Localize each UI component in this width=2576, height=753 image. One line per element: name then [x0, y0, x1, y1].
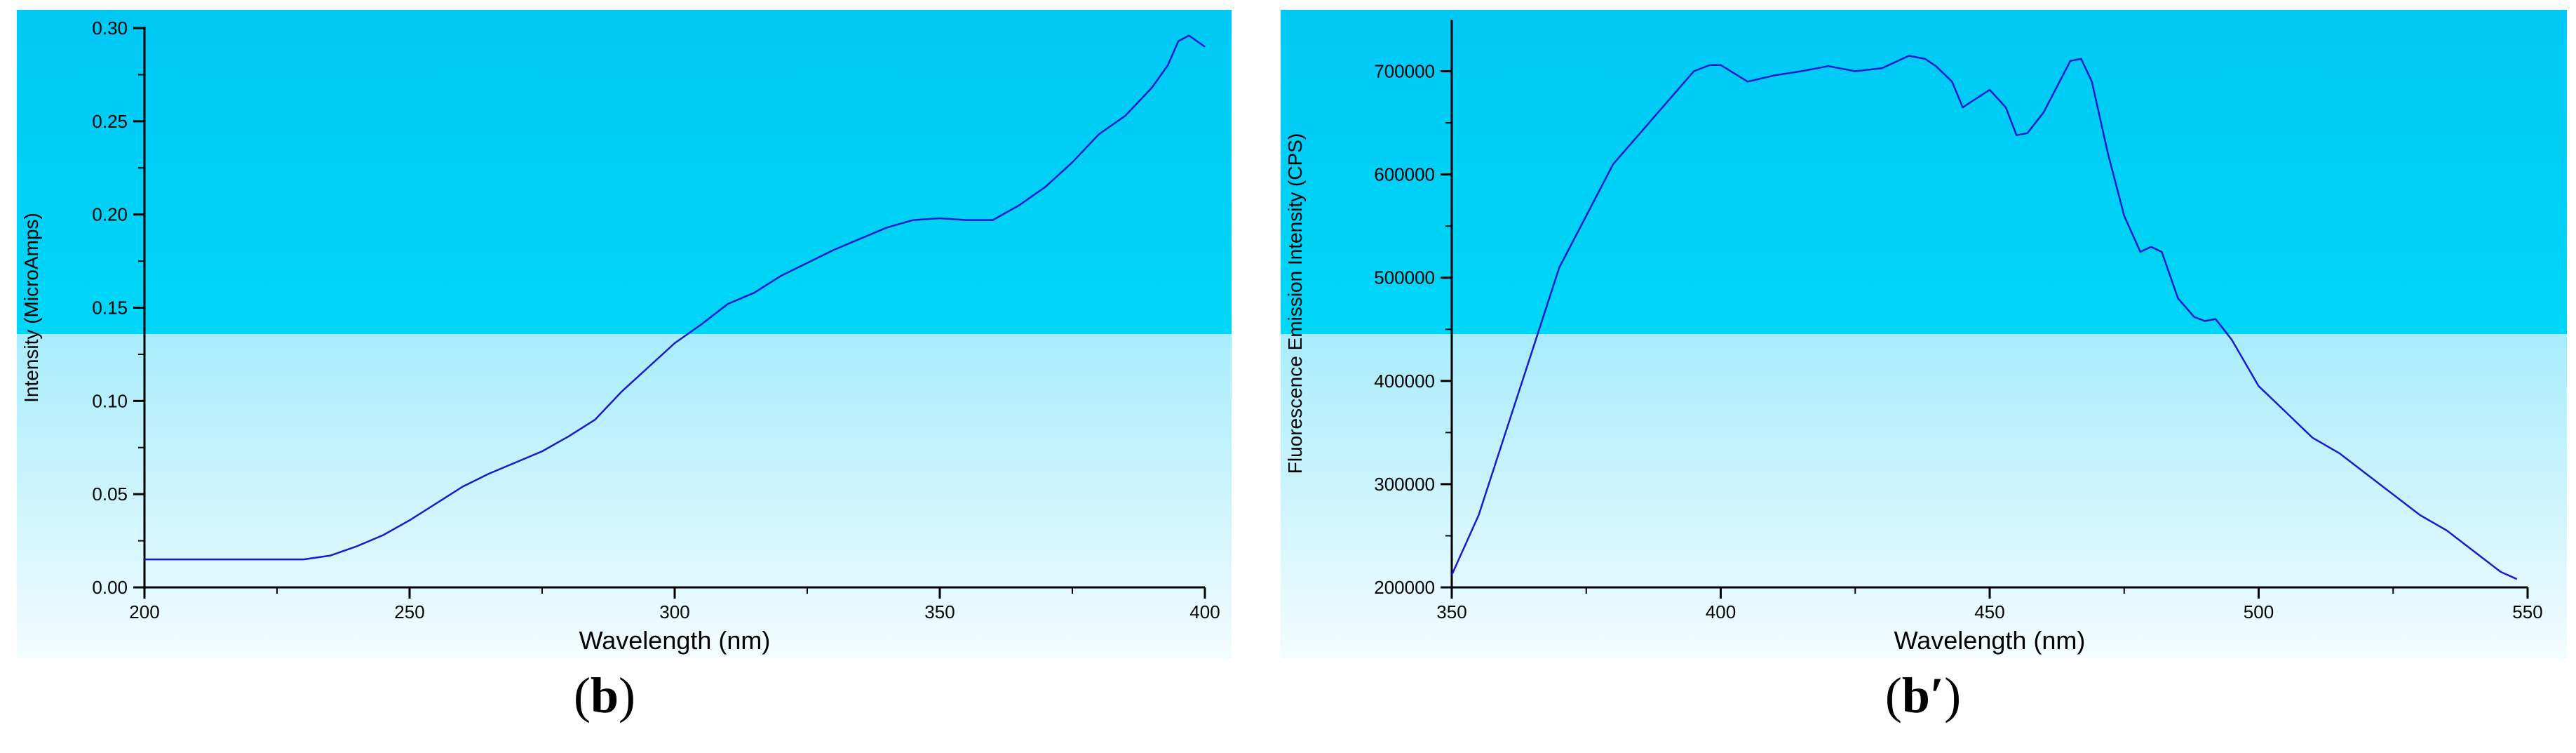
x-tick-label: 250: [394, 601, 424, 622]
chart-panel-b-prime: 350 400 450 500 550 200000 300000 400000 500000 6…: [1281, 10, 2567, 658]
y-tick-label: 700000: [1374, 61, 1435, 82]
x-axis-label: Wavelength (nm): [1894, 626, 2086, 655]
y-tick-label: 0.00: [92, 577, 128, 598]
plot-background: [1281, 10, 2567, 658]
y-axis-label: Intensity (MicroAmps): [20, 213, 42, 403]
y-tick-label: 0.30: [92, 18, 128, 39]
x-tick-label: 400: [1189, 601, 1220, 622]
y-tick-label: 300000: [1374, 474, 1435, 495]
x-tick-label: 500: [2244, 601, 2274, 622]
x-tick-label: 200: [129, 601, 159, 622]
plot-background: [17, 10, 1232, 658]
chart-b-prime: 350 400 450 500 550 200000 300000 400000 500000 6…: [1281, 10, 2567, 658]
y-tick-label: 500000: [1374, 267, 1435, 288]
series-line: [144, 34, 1206, 561]
x-tick-label: 550: [2512, 601, 2542, 622]
x-tick-label: 300: [659, 601, 689, 622]
y-axis-label: Fluorescence Emission Intensity (CPS): [1284, 133, 1306, 474]
x-tick-label: 450: [1974, 601, 2004, 622]
y-tick-label: 0.10: [92, 390, 128, 411]
y-tick-label: 0.20: [92, 204, 128, 225]
series-line: [1450, 55, 2518, 580]
x-tick-label: 400: [1706, 601, 1736, 622]
chart-panel-b: 200 250 300 350 400 0.00 0.05 0.10 0.15 0.20 0.25 0…: [17, 10, 1232, 658]
x-axis-label: Wavelength (nm): [579, 626, 771, 655]
caption-b-prime-letter: b′: [1901, 667, 1945, 724]
y-tick-label: 0.25: [92, 111, 128, 132]
y-tick-label: 200000: [1374, 577, 1435, 598]
caption-b: (b): [573, 667, 635, 724]
caption-b-letter: b: [590, 667, 619, 724]
y-tick-label: 0.05: [92, 484, 128, 505]
y-tick-label: 400000: [1374, 371, 1435, 392]
chart-b: 200 250 300 350 400 0.00 0.05 0.10 0.15 0.20 0.25 0…: [17, 10, 1232, 658]
caption-b-prime: (b′): [1884, 667, 1962, 724]
y-tick-label: 600000: [1374, 164, 1435, 185]
x-tick-label: 350: [924, 601, 955, 622]
x-tick-label: 350: [1436, 601, 1466, 622]
y-tick-label: 0.15: [92, 298, 128, 319]
